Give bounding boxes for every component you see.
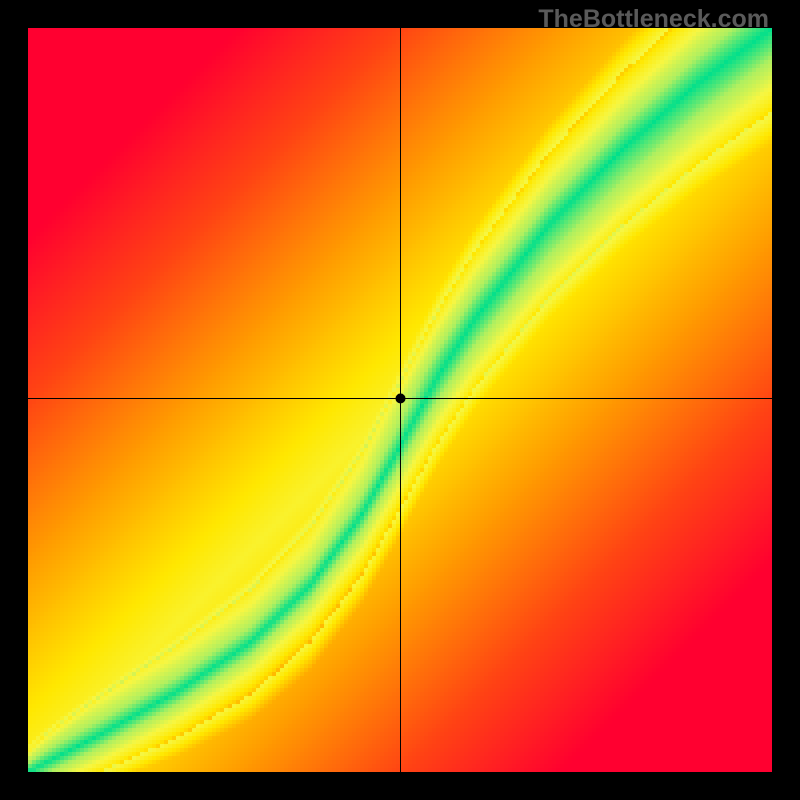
watermark-text: TheBottleneck.com <box>538 5 769 34</box>
heatmap-canvas <box>28 28 772 772</box>
plot-area <box>28 28 772 772</box>
outer-frame: TheBottleneck.com <box>0 0 800 800</box>
